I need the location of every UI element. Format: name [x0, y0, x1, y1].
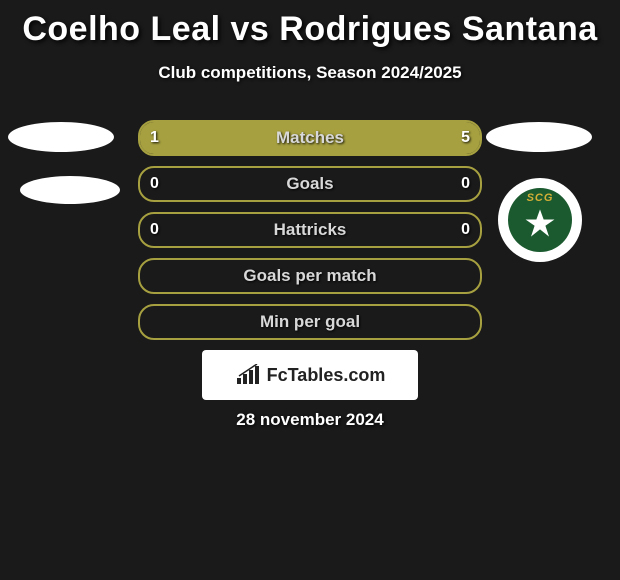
stat-label: Goals [140, 168, 480, 200]
player2-name: Rodrigues Santana [279, 10, 597, 48]
avatar-placeholder [20, 176, 120, 204]
stat-label: Min per goal [140, 306, 480, 338]
logo-text: FcTables.com [267, 365, 386, 386]
stat-label: Goals per match [140, 260, 480, 292]
vs-text: vs [231, 10, 270, 48]
avatar-placeholder [8, 122, 114, 152]
subtitle: Club competitions, Season 2024/2025 [0, 63, 620, 83]
stat-row: 00Goals [138, 166, 482, 202]
badge-text: SCG [508, 192, 572, 204]
fctables-logo[interactable]: FcTables.com [202, 350, 418, 400]
stat-row: Min per goal [138, 304, 482, 340]
stat-label: Hattricks [140, 214, 480, 246]
comparison-card: Coelho Leal vs Rodrigues Santana Club co… [0, 0, 620, 580]
club-badge: SCG [498, 178, 582, 262]
stat-row: 15Matches [138, 120, 482, 156]
page-title: Coelho Leal vs Rodrigues Santana [0, 0, 620, 49]
stat-label: Matches [140, 122, 480, 154]
bar-chart-icon [235, 364, 261, 386]
avatar-placeholder [486, 122, 592, 152]
stat-rows: 15Matches 00Goals 00Hattricks Goals per mat… [138, 120, 482, 350]
date-text: 28 november 2024 [0, 410, 620, 430]
stat-row: Goals per match [138, 258, 482, 294]
club-badge-inner: SCG [508, 188, 572, 252]
stat-row: 00Hattricks [138, 212, 482, 248]
player1-name: Coelho Leal [22, 10, 220, 48]
star-icon [520, 204, 560, 244]
